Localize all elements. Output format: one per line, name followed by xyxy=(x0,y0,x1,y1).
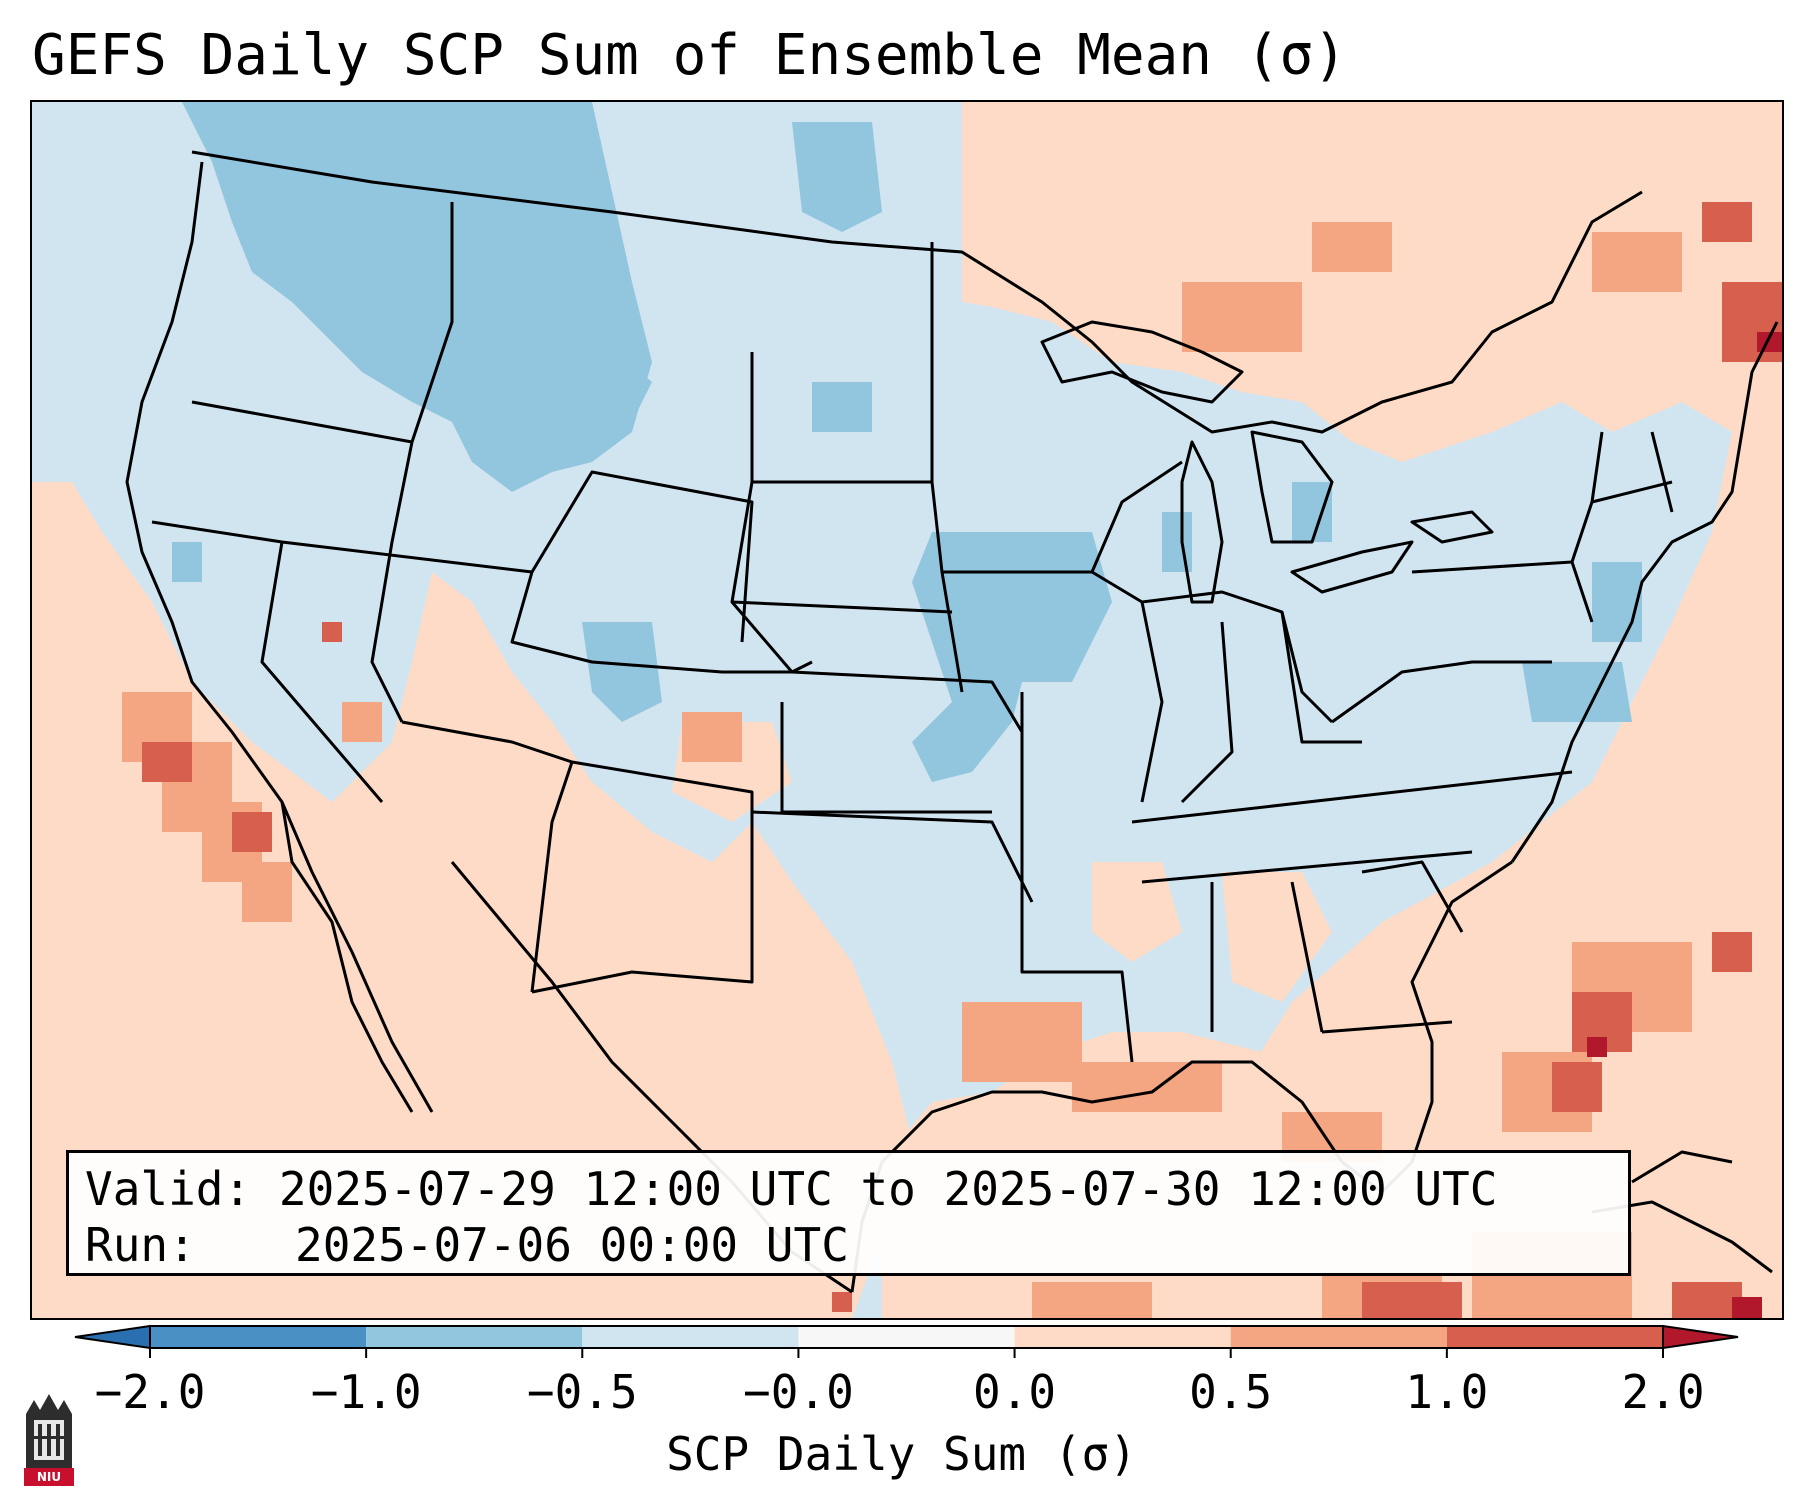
map-panel xyxy=(30,100,1784,1320)
colorbar-segment xyxy=(582,1326,799,1348)
atlantic-coast xyxy=(1510,321,1779,863)
colorbar-tick-label: 0.0 xyxy=(973,1365,1057,1419)
colorbar-segment xyxy=(150,1326,367,1348)
colorbar-tick-label: −1.0 xyxy=(310,1365,422,1419)
lake-superior xyxy=(1040,320,1244,404)
map-canvas xyxy=(32,102,1782,1318)
logo-text: NIU xyxy=(36,1470,62,1484)
colorbar-tick-label: 2.0 xyxy=(1621,1365,1705,1419)
niu-logo xyxy=(24,1394,74,1486)
field-positive-strong xyxy=(142,202,1782,1318)
run-row: Run: 2025-07-06 00:00 UTC xyxy=(85,1217,1612,1273)
boundaries xyxy=(125,150,1779,1294)
colorbar xyxy=(74,1324,1739,1358)
run-label: Run: xyxy=(85,1218,196,1272)
colorbar-frame xyxy=(149,1325,1664,1349)
colorbar-segment xyxy=(798,1326,1015,1348)
colorbar-tick-label: −0.0 xyxy=(743,1365,854,1419)
field-positive-moderate xyxy=(122,222,1692,1318)
field-negative-moderate xyxy=(172,102,1642,782)
colorbar-tick-label: −2.0 xyxy=(94,1365,206,1419)
colorbar-title: SCP Daily Sum (σ) xyxy=(666,1427,1137,1481)
colorbar-segment xyxy=(1446,1326,1663,1348)
colorbar-segment xyxy=(1230,1326,1447,1348)
colorbar-segment xyxy=(1014,1326,1231,1348)
colorbar-extend-low xyxy=(74,1324,151,1350)
lake-huron xyxy=(1250,430,1334,544)
info-box: Valid: 2025-07-29 12:00 UTC to 2025-07-3… xyxy=(66,1150,1631,1276)
colorbar-segment xyxy=(366,1326,583,1348)
run-value: 2025-07-06 00:00 UTC xyxy=(295,1218,849,1272)
colorbar-tick-label: 1.0 xyxy=(1405,1365,1489,1419)
lake-erie xyxy=(1290,540,1414,594)
us-canada-border xyxy=(191,150,1643,434)
colorbar-tick-label: −0.5 xyxy=(526,1365,638,1419)
colorbar-tick-label: 0.5 xyxy=(1189,1365,1273,1419)
chart-title: GEFS Daily SCP Sum of Ensemble Mean (σ) xyxy=(32,23,1347,88)
mexico-coast xyxy=(280,801,434,1113)
valid-label: Valid: xyxy=(85,1162,252,1216)
valid-row: Valid: 2025-07-29 12:00 UTC to 2025-07-3… xyxy=(85,1161,1612,1217)
valid-value: 2025-07-29 12:00 UTC to 2025-07-30 12:00… xyxy=(278,1162,1498,1216)
colorbar-extend-high xyxy=(1662,1324,1739,1350)
west-coast xyxy=(125,161,414,1113)
lake-ontario xyxy=(1410,510,1494,544)
lake-michigan xyxy=(1180,440,1224,604)
gulf-coast xyxy=(850,860,1513,1293)
